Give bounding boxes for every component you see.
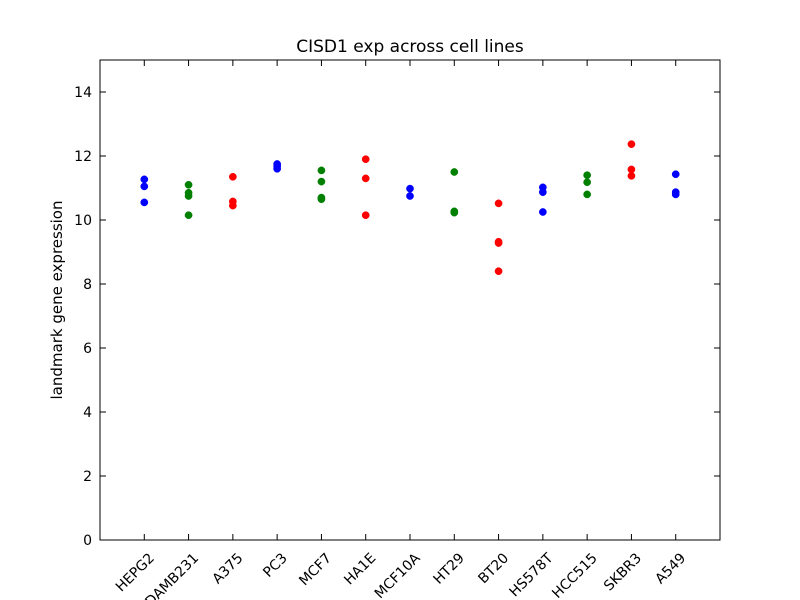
- y-axis-label: landmark gene expression: [48, 201, 66, 400]
- x-tick-label: MCF7: [296, 550, 335, 589]
- x-tick-label: HT29: [430, 550, 467, 587]
- data-point-hs578t: [539, 188, 547, 197]
- x-tick-label: MCF10A: [372, 550, 424, 600]
- data-point-mcf7: [317, 166, 326, 175]
- data-point-hcc515: [583, 190, 591, 199]
- data-point-bt20: [494, 239, 503, 247]
- data-point-ha1e: [361, 211, 370, 220]
- y-tick-label: 2: [83, 469, 92, 485]
- data-point-ht29: [450, 168, 459, 176]
- data-points: [140, 140, 680, 276]
- y-tick-label: 6: [83, 341, 92, 357]
- data-point-a375: [229, 201, 237, 210]
- data-point-hcc515: [583, 171, 591, 180]
- data-point-hepg2: [140, 175, 149, 184]
- data-point-a549: [671, 170, 680, 179]
- x-tick-label: HCC515: [549, 550, 600, 600]
- y-tick-label: 4: [83, 405, 92, 421]
- y-tick-label: 14: [74, 85, 92, 101]
- y-tick-label: 8: [83, 277, 92, 293]
- data-point-hepg2: [140, 182, 149, 191]
- data-point-mcf10a: [406, 184, 414, 193]
- data-point-ht29: [450, 208, 459, 217]
- x-tick-label: HEPG2: [113, 550, 158, 595]
- data-point-mcf7: [317, 195, 326, 204]
- x-tick-label: PC3: [260, 550, 290, 580]
- x-tick-label: A549: [652, 550, 689, 587]
- y-tick-label: 0: [83, 533, 92, 549]
- chart-title: CISD1 exp across cell lines: [296, 37, 524, 57]
- x-tick-label: A375: [209, 550, 246, 587]
- data-point-bt20: [494, 199, 503, 208]
- data-point-hcc515: [583, 178, 591, 187]
- data-point-a549: [671, 190, 680, 199]
- y-tick-label: 10: [74, 213, 92, 229]
- y-tick-label: 12: [74, 149, 92, 165]
- data-point-skbr3: [627, 140, 636, 149]
- x-tick-label: HA1E: [341, 550, 379, 588]
- data-point-mdamb231: [184, 180, 193, 189]
- x-tick-label: BT20: [475, 550, 512, 587]
- x-tick-label: HS578T: [506, 550, 556, 600]
- data-point-skbr3: [627, 165, 636, 174]
- data-point-mcf7: [317, 177, 326, 186]
- data-point-skbr3: [627, 171, 636, 180]
- data-point-hepg2: [140, 198, 149, 207]
- data-point-mcf10a: [406, 192, 414, 200]
- data-point-hs578t: [539, 208, 547, 216]
- plot-frame: [99, 59, 721, 541]
- x-tick-label: SKBR3: [601, 550, 645, 594]
- data-point-ha1e: [361, 174, 370, 183]
- data-point-ha1e: [361, 155, 370, 164]
- data-point-bt20: [494, 267, 503, 276]
- data-point-mdamb231: [184, 192, 193, 200]
- data-point-mdamb231: [184, 211, 193, 220]
- y-ticks: 0 2 4 6 8 10 12 14: [74, 85, 720, 549]
- data-point-a375: [229, 172, 237, 181]
- data-point-pc3: [273, 164, 281, 173]
